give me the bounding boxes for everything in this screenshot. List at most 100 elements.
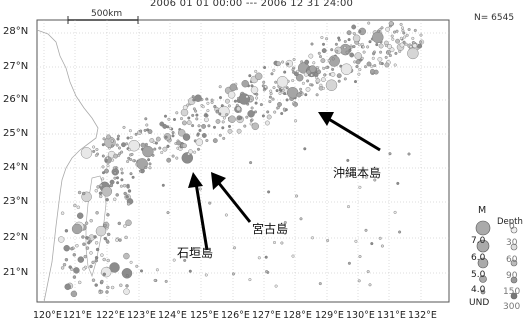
quake-marker (101, 143, 105, 147)
quake-marker (160, 150, 164, 154)
quake-marker (285, 86, 289, 90)
quake-marker (180, 108, 189, 117)
quake-marker (351, 24, 357, 30)
depth-label: 150 (503, 287, 521, 297)
quake-marker (269, 92, 273, 96)
quake-marker (94, 153, 98, 157)
quake-marker (122, 125, 126, 129)
quake-marker (118, 152, 122, 156)
quake-marker (295, 194, 299, 198)
depth-label: 30 (506, 238, 518, 248)
quake-marker (72, 275, 77, 279)
quake-marker (210, 98, 214, 102)
quake-marker (172, 117, 176, 121)
quake-marker (82, 267, 86, 271)
quake-marker (132, 159, 136, 163)
quake-marker (378, 61, 382, 65)
quake-marker (99, 183, 103, 188)
quake-marker (68, 265, 72, 269)
quake-marker (195, 113, 199, 117)
quake-marker (191, 95, 195, 99)
quake-marker (323, 73, 327, 77)
quake-marker (357, 72, 361, 76)
quake-marker (270, 72, 274, 76)
quake-marker (166, 144, 170, 148)
quake-marker (367, 21, 371, 25)
quake-marker (129, 172, 133, 176)
quake-marker (343, 40, 347, 44)
quake-marker (385, 26, 390, 32)
quake-marker (155, 136, 161, 142)
quake-marker (384, 62, 390, 68)
quake-marker (93, 235, 97, 239)
quake-marker (399, 42, 405, 48)
quake-marker (144, 165, 148, 169)
quake-marker (95, 225, 107, 237)
quake-marker (287, 86, 299, 99)
quake-marker (220, 104, 224, 108)
quake-marker (405, 33, 409, 37)
quake-marker (151, 153, 155, 157)
quake-marker (128, 129, 132, 133)
lon-label: 131°E (377, 310, 406, 321)
quake-marker (354, 239, 358, 243)
quake-marker (272, 86, 276, 90)
quake-marker (330, 72, 336, 77)
quake-marker (248, 278, 252, 282)
quake-marker (121, 268, 133, 279)
quake-marker (128, 139, 140, 152)
quake-marker (361, 45, 365, 49)
quake-marker (188, 269, 192, 273)
quake-marker (346, 158, 350, 162)
quake-marker (296, 73, 304, 82)
quake-marker (311, 236, 315, 240)
quake-marker (320, 77, 326, 83)
quake-marker (273, 110, 277, 114)
earthquake-markers (58, 21, 425, 298)
quake-marker (81, 191, 86, 196)
quake-marker (386, 51, 390, 55)
quake-marker (130, 152, 134, 156)
quake-marker (347, 38, 351, 42)
lon-label: 132°E (408, 310, 437, 321)
quake-marker (268, 100, 272, 104)
quake-marker (268, 95, 272, 99)
quake-marker (129, 260, 133, 264)
lat-label: 25°N (3, 128, 29, 139)
quake-marker (72, 253, 77, 257)
quake-marker (158, 146, 162, 150)
quake-marker (254, 101, 258, 105)
quake-marker (115, 176, 119, 180)
quake-marker (138, 169, 142, 173)
quake-marker (125, 284, 129, 288)
quake-marker (380, 244, 384, 248)
quake-marker (195, 117, 199, 121)
quake-marker (63, 244, 70, 252)
quake-marker (182, 105, 188, 110)
quake-marker (76, 205, 81, 210)
quake-marker (171, 134, 175, 138)
quake-marker (236, 106, 241, 112)
quake-marker (182, 143, 187, 149)
quake-marker (343, 77, 347, 81)
quake-marker (153, 278, 157, 282)
quake-marker (148, 162, 152, 166)
quake-marker (343, 46, 347, 50)
quake-marker (372, 51, 376, 55)
quake-marker (366, 61, 372, 67)
quake-marker (139, 269, 143, 273)
quake-marker (95, 147, 99, 151)
quake-marker (310, 42, 314, 46)
quake-marker (304, 93, 308, 97)
quake-marker (120, 150, 124, 154)
quake-marker (224, 213, 228, 217)
quake-marker (401, 26, 405, 30)
quake-marker (276, 76, 289, 88)
quake-marker (375, 43, 379, 47)
quake-marker (134, 132, 138, 136)
quake-marker (227, 91, 236, 99)
quake-marker (218, 133, 222, 137)
quake-marker (304, 59, 310, 65)
quake-marker (201, 124, 207, 129)
quake-marker (182, 133, 191, 141)
